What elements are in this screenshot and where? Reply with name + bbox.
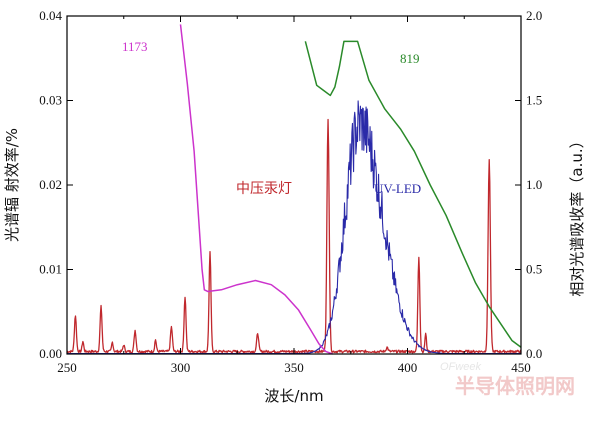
series-819 xyxy=(304,40,522,348)
y-left-tick-label: 0.03 xyxy=(39,93,62,108)
y-left-tick-label: 0.02 xyxy=(39,177,62,192)
axis-ticks: 250 300 350 400 450 0.00 0.01 0.02 0.03 0.04 0.0 0.… xyxy=(39,8,542,375)
watermark-subtext: OFweek xyxy=(440,361,481,373)
annotation-uv-led: UV-LED xyxy=(374,181,421,196)
series-1173 xyxy=(179,24,333,355)
series-mercury-lamp xyxy=(66,118,522,354)
x-tick-label: 300 xyxy=(171,360,191,375)
y-left-tick-label: 0.01 xyxy=(39,262,62,277)
series-uv-led xyxy=(67,100,521,355)
y-right-tick-label: 2.0 xyxy=(526,8,542,23)
annotation-mercury-lamp: 中压汞灯 xyxy=(236,181,292,197)
y-right-tick-label: 0.0 xyxy=(526,346,542,361)
series-layer xyxy=(66,24,522,355)
plot-frame xyxy=(66,15,522,355)
x-tick-label: 250 xyxy=(57,360,77,375)
annotation-819: 819 xyxy=(400,51,420,66)
annotation-1173: 1173 xyxy=(122,39,148,54)
x-axis-title: 波长/nm xyxy=(264,387,323,405)
y-right-tick-label: 0.5 xyxy=(526,262,542,277)
watermark-logo: 半导体照明网 xyxy=(455,374,575,398)
y-right-tick-label: 1.0 xyxy=(526,177,542,192)
y-right-tick-label: 1.5 xyxy=(526,93,542,108)
y-left-tick-label: 0.04 xyxy=(39,8,62,23)
y-axis-right-title: 相对光谱吸收率（a.u.） xyxy=(568,133,586,296)
y-axis-left-title: 光谱辐 射效率/% xyxy=(3,128,21,242)
x-tick-label: 350 xyxy=(284,360,304,375)
y-left-tick-label: 0.00 xyxy=(39,346,62,361)
x-tick-label: 400 xyxy=(398,360,418,375)
x-tick-label: 450 xyxy=(511,360,531,375)
